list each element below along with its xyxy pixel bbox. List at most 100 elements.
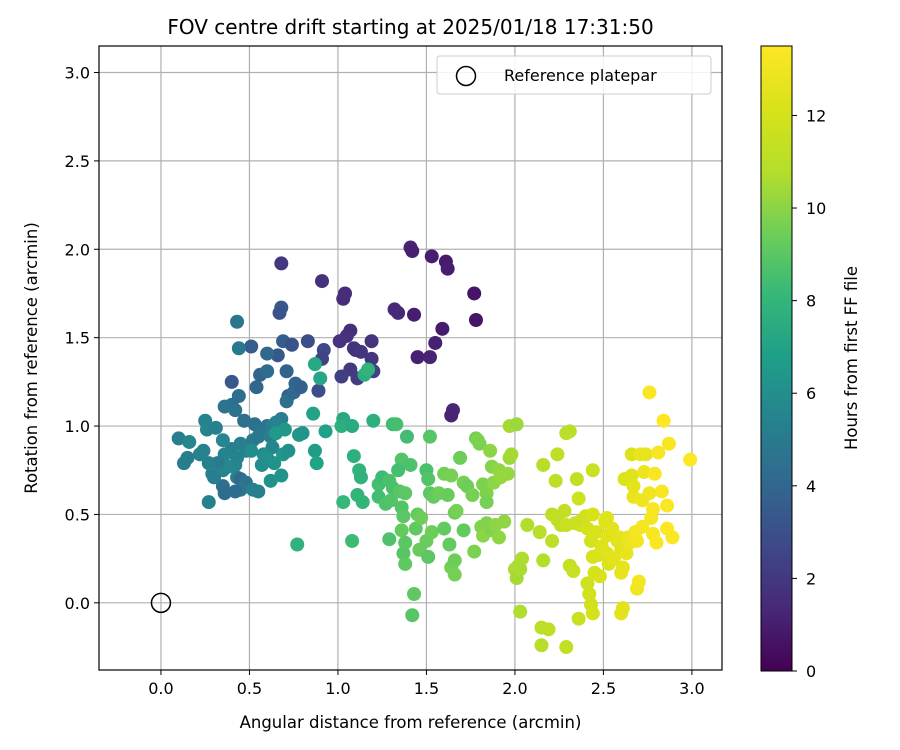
scatter-point	[208, 420, 223, 435]
scatter-point	[422, 429, 437, 444]
scatter-point	[201, 495, 216, 510]
x-tick-label: 3.0	[679, 679, 704, 698]
scatter-point	[421, 549, 436, 564]
scatter-point	[345, 419, 360, 434]
scatter-point	[251, 484, 266, 499]
colorbar-gradient	[760, 45, 793, 672]
scatter-point	[396, 509, 411, 524]
scatter-point	[566, 564, 581, 579]
scatter-point	[231, 341, 246, 356]
scatter-point	[306, 406, 321, 421]
scatter-point	[217, 486, 232, 501]
scatter-point	[336, 495, 351, 510]
scatter-point	[536, 553, 551, 568]
scatter-point	[513, 604, 528, 619]
scatter-point	[660, 498, 675, 513]
scatter-point	[300, 334, 315, 349]
scatter-point	[237, 413, 252, 428]
scatter-point	[364, 351, 379, 366]
scatter-point	[338, 286, 353, 301]
scatter-point	[497, 514, 512, 529]
scatter-point	[318, 424, 333, 439]
scatter-point	[207, 470, 222, 485]
legend-entry-reference-platepar: Reference platepar	[504, 66, 657, 85]
scatter-point	[307, 357, 322, 372]
scatter-point	[619, 546, 634, 561]
scatter-point	[424, 525, 439, 540]
scatter-point	[444, 408, 459, 423]
scatter-point	[244, 443, 259, 458]
scatter-point	[293, 380, 308, 395]
scatter-point	[361, 362, 376, 377]
y-axis-title: Rotation from reference (arcmin)	[22, 222, 41, 494]
scatter-point	[244, 339, 259, 354]
scatter-point	[315, 274, 330, 289]
scatter-point	[440, 261, 455, 276]
scatter-point	[550, 447, 565, 462]
scatter-point	[440, 487, 455, 502]
scatter-point	[410, 350, 425, 365]
scatter-point	[472, 436, 487, 451]
scatter-point	[424, 249, 439, 264]
colorbar-tick-label: 8	[806, 292, 816, 311]
scatter-point	[456, 523, 471, 538]
scatter-point	[274, 256, 289, 271]
scatter-point	[635, 519, 650, 534]
legend: Reference platepar	[436, 55, 712, 95]
scatter-point	[585, 606, 600, 621]
scatter-point	[268, 426, 283, 441]
y-tick-label: 2.0	[65, 240, 90, 259]
scatter-point	[453, 450, 468, 465]
scatter-point	[171, 431, 186, 446]
scatter-point	[346, 449, 361, 464]
scatter-point	[548, 473, 563, 488]
scatter-point	[642, 385, 657, 400]
scatter-point	[353, 344, 368, 359]
scatter-point	[479, 495, 494, 510]
scatter-point	[263, 473, 278, 488]
scatter-point	[428, 335, 443, 350]
scatter-point	[407, 586, 422, 601]
scatter-point	[580, 576, 595, 591]
scatter-point	[504, 447, 519, 462]
scatter-point	[270, 348, 285, 363]
scatter-point	[449, 503, 464, 518]
scatter-point	[399, 429, 414, 444]
scatter-point	[313, 371, 328, 386]
scatter-point	[405, 608, 420, 623]
scatter-point	[364, 334, 379, 349]
scatter-point	[279, 364, 294, 379]
scatter-point	[534, 638, 549, 653]
scatter-point	[201, 456, 216, 471]
colorbar-tick-label: 12	[806, 106, 826, 125]
x-tick-label: 1.0	[325, 679, 350, 698]
scatter-point	[311, 383, 326, 398]
scatter-point	[509, 417, 524, 432]
scatter-point	[631, 574, 646, 589]
scatter-point	[284, 337, 299, 352]
scatter-point	[290, 537, 305, 552]
scatter-point	[307, 443, 322, 458]
scatter-point	[254, 457, 269, 472]
scatter-point	[656, 413, 671, 428]
scatter-point	[421, 472, 436, 487]
chart-title: FOV centre drift starting at 2025/01/18 …	[167, 15, 653, 39]
scatter-point	[467, 286, 482, 301]
x-axis-title: Angular distance from reference (arcmin)	[240, 713, 582, 732]
scatter-point	[389, 417, 404, 432]
scatter-point	[391, 463, 406, 478]
scatter-point	[615, 601, 630, 616]
scatter-point	[353, 470, 368, 485]
colorbar-tick-label: 6	[806, 384, 816, 403]
scatter-point	[403, 457, 418, 472]
scatter-point	[260, 346, 275, 361]
scatter-point	[249, 380, 264, 395]
scatter-point	[281, 443, 296, 458]
colorbar-tick-label: 0	[806, 662, 816, 681]
scatter-point	[398, 535, 413, 550]
scatter-point	[592, 569, 607, 584]
scatter-point	[585, 463, 600, 478]
x-tick-label: 1.5	[414, 679, 439, 698]
scatter-point	[637, 465, 652, 480]
scatter-point	[272, 305, 287, 320]
